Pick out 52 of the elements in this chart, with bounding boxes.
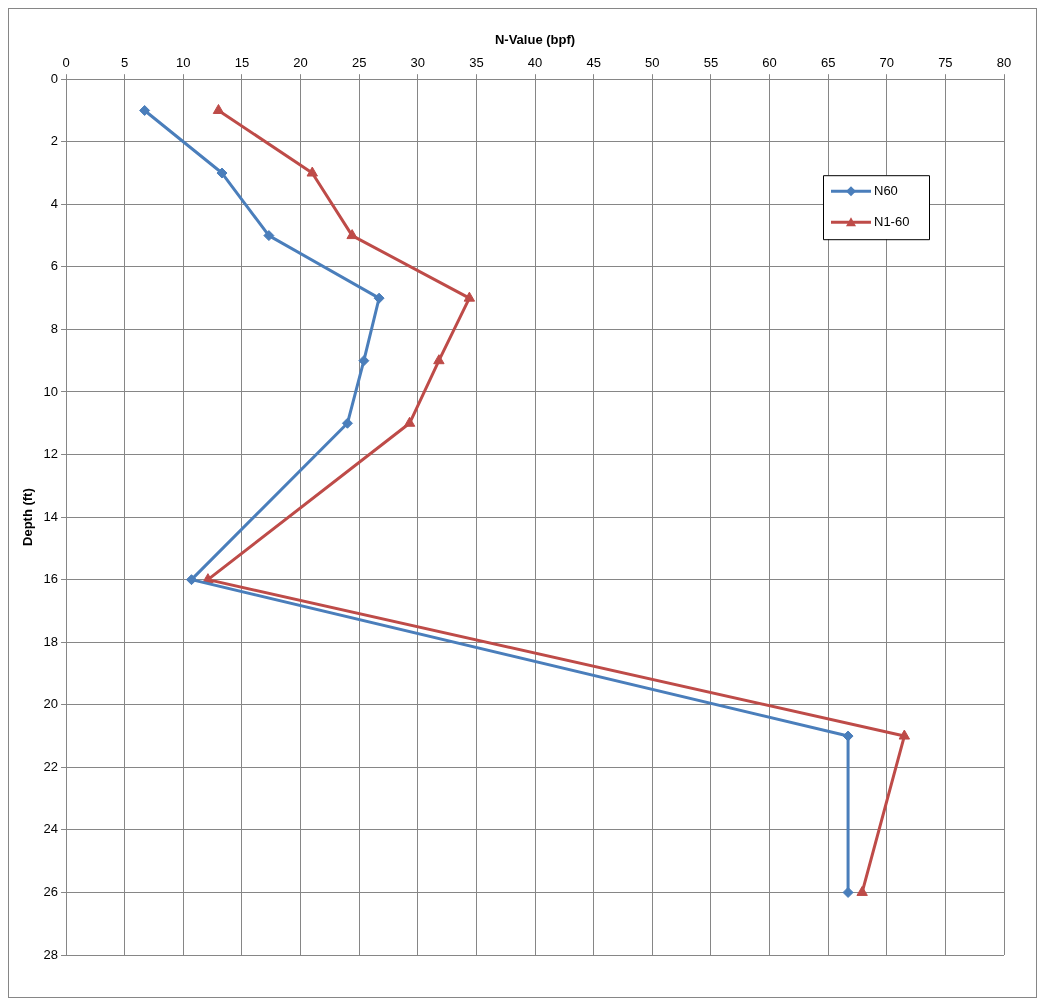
y-tick-label: 22 bbox=[43, 758, 59, 774]
y-tick-label: 8 bbox=[50, 321, 59, 337]
point bbox=[898, 729, 911, 740]
x-tick-label: 20 bbox=[293, 54, 308, 70]
point bbox=[373, 292, 385, 304]
point bbox=[341, 417, 353, 429]
x-tick-label: 45 bbox=[586, 54, 601, 70]
y-tick-label: 24 bbox=[43, 821, 59, 837]
x-tick-label: 15 bbox=[234, 54, 250, 70]
y-tick-label: 26 bbox=[43, 884, 59, 900]
point bbox=[346, 229, 358, 240]
point bbox=[856, 885, 868, 896]
x-tick-label: 0 bbox=[62, 54, 70, 70]
y-tick-label: 14 bbox=[43, 508, 59, 524]
legend-label: N1-60 bbox=[874, 213, 910, 229]
point bbox=[842, 730, 854, 742]
y-tick-label: 18 bbox=[43, 633, 59, 649]
x-tick-label: 10 bbox=[176, 54, 191, 70]
y-tick-label: 20 bbox=[43, 696, 59, 712]
x-tick-label: 55 bbox=[703, 54, 719, 70]
y-tick-label: 10 bbox=[43, 383, 59, 399]
x-tick-label: 30 bbox=[410, 54, 426, 70]
y-tick-label: 0 bbox=[50, 70, 59, 86]
point bbox=[139, 104, 151, 116]
point bbox=[403, 416, 416, 427]
point bbox=[186, 574, 198, 586]
y-tick-label: 12 bbox=[43, 446, 59, 462]
point bbox=[433, 354, 445, 365]
y-tick-label: 4 bbox=[50, 195, 59, 211]
x-tick-label: 65 bbox=[820, 54, 836, 70]
x-tick-label: 60 bbox=[762, 54, 777, 70]
y-tick-label: 6 bbox=[50, 258, 59, 274]
point bbox=[463, 291, 476, 302]
legend-label: N60 bbox=[874, 182, 898, 198]
x-tick-label: 75 bbox=[938, 54, 953, 70]
point bbox=[358, 355, 370, 367]
x-axis-title: N-Value (bpf) bbox=[494, 32, 576, 48]
x-tick-label: 40 bbox=[527, 54, 543, 70]
point bbox=[212, 103, 225, 114]
x-tick-label: 5 bbox=[121, 54, 129, 70]
x-tick-label: 50 bbox=[645, 54, 660, 70]
x-tick-label: 80 bbox=[996, 54, 1012, 70]
x-tick-label: 25 bbox=[351, 54, 367, 70]
x-tick-label: 35 bbox=[469, 54, 484, 70]
point bbox=[306, 166, 318, 177]
y-tick-label: 28 bbox=[43, 946, 59, 962]
y-axis-title: Depth (ft) bbox=[20, 488, 36, 546]
y-tick-label: 16 bbox=[43, 571, 59, 587]
y-tick-label: 2 bbox=[50, 133, 59, 149]
point bbox=[216, 167, 228, 179]
x-tick-label: 70 bbox=[879, 54, 894, 70]
point bbox=[263, 230, 275, 242]
